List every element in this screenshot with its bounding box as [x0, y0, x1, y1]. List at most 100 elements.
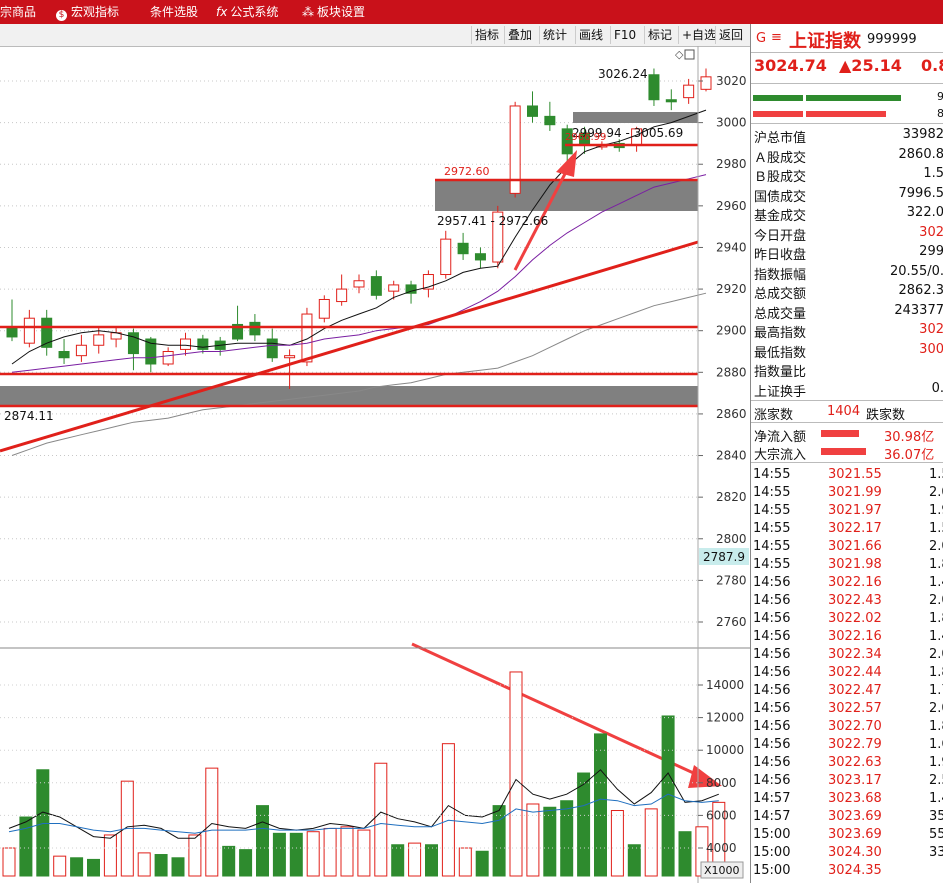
- tick-row: 15:00 3023.69 555: [751, 826, 943, 844]
- up-count-value: 1404: [827, 404, 861, 419]
- divider: [751, 52, 943, 53]
- volume-bar: [526, 803, 540, 877]
- candle: [492, 205, 504, 269]
- tick-price: 3022.16: [828, 629, 882, 644]
- toolbar-draw[interactable]: 画线: [575, 26, 606, 44]
- ma-mid-line: [11, 174, 707, 373]
- tick-price: 3021.99: [828, 485, 882, 500]
- menu-formula[interactable]: fx 公式系统: [216, 0, 278, 24]
- stat-label: 昨日收盘: [754, 248, 807, 263]
- volume-bar: [256, 805, 269, 877]
- toolbar-mark[interactable]: 标记: [644, 26, 675, 44]
- candle-body: [75, 344, 87, 357]
- tick-volume: 1.7: [929, 683, 943, 698]
- candle: [232, 305, 244, 342]
- stat-row: 指数振幅 20.55/0.: [751, 264, 943, 283]
- volume-bar: [171, 857, 185, 877]
- toolbar-back[interactable]: 返回: [715, 26, 746, 44]
- label-low: 2874.11: [4, 409, 54, 423]
- divider: [751, 123, 943, 124]
- toolbar-indicator[interactable]: 指标: [471, 26, 502, 44]
- tick-price: 3022.79: [828, 737, 882, 752]
- tick-price: 3022.16: [828, 575, 882, 590]
- block-inflow-value: 36.07亿: [884, 448, 935, 463]
- tick-time: 14:57: [753, 809, 791, 824]
- volume-bar: [19, 816, 33, 877]
- tick-price: 3021.97: [828, 503, 882, 518]
- price-tick-label: 2940: [716, 240, 747, 254]
- candle: [58, 339, 70, 364]
- volume-bar: [644, 808, 658, 877]
- tick-time: 14:56: [753, 719, 791, 734]
- volume-bar: [408, 842, 422, 877]
- volume-bar: [36, 769, 50, 877]
- candle-body: [162, 351, 174, 365]
- stat-label: Ａ股成交: [754, 150, 807, 166]
- tick-row: 14:56 3022.70 1.8: [751, 718, 943, 736]
- stat-label: Ｂ股成交: [754, 170, 807, 185]
- quote-header: G ≡ 上证指数 999999: [751, 24, 943, 54]
- price-axis: 2760 2780 2800 2820 2840 2860 2880 2900 2920 2940…: [698, 74, 747, 629]
- arrow-head: [688, 765, 722, 788]
- price-tick-label: 2780: [716, 573, 747, 587]
- stat-row: 最低指数 300: [751, 341, 943, 361]
- menu-commodities[interactable]: 宗商品: [0, 0, 36, 24]
- net-inflow-bar: [821, 430, 859, 437]
- tick-time: 14:55: [753, 521, 791, 536]
- stat-row: 国债成交 7996.5: [751, 186, 943, 205]
- toolbar-stats[interactable]: 统计: [539, 26, 570, 44]
- tick-volume: 1.4: [929, 575, 943, 590]
- tick-volume: 1.8: [929, 665, 943, 680]
- candle-body: [683, 84, 695, 99]
- menu-macro[interactable]: $ 宏观指标: [56, 0, 119, 24]
- tick-price: 3022.44: [828, 665, 882, 680]
- tick-price: 3021.55: [828, 467, 882, 482]
- quote-menu-icon[interactable]: ≡: [771, 30, 782, 45]
- tick-row: 14:56 3022.02 1.8: [751, 610, 943, 628]
- tick-volume: 1.8: [929, 611, 943, 626]
- stat-label: 沪总市值: [754, 131, 807, 146]
- tick-price: 3024.30: [828, 845, 882, 860]
- stat-value: 300: [919, 341, 943, 357]
- window-icon[interactable]: [684, 49, 695, 60]
- label-high: 3026.24: [598, 67, 648, 81]
- stat-value: 0.: [931, 380, 943, 396]
- bar-red-b: [806, 111, 886, 117]
- quote-panel: G ≡ 上证指数 999999 3024.74 ▲25.14 0.8 9 8 沪…: [750, 24, 943, 883]
- tick-volume: 1.4: [929, 629, 943, 644]
- kline-chart[interactable]: 3026.24 2999.94 - 3005.69 2966.99 2972.6…: [0, 0, 750, 883]
- menu-stock-screener[interactable]: 条件选股: [150, 0, 198, 24]
- divider: [751, 83, 943, 84]
- tick-volume: 1.8: [929, 719, 943, 734]
- volume-bar: [492, 805, 506, 877]
- price-tick-label: 3020: [716, 74, 747, 88]
- diamond-icon[interactable]: ◇: [675, 48, 684, 61]
- stat-row: 总成交额 2862.3: [751, 283, 943, 302]
- chart-grid: [0, 80, 698, 623]
- tick-row: 14:56 3022.79 1.6: [751, 736, 943, 754]
- candle: [197, 334, 209, 354]
- volume-bar: [103, 834, 117, 877]
- tick-volume: 1.9: [929, 755, 943, 770]
- toolbar-add-watchlist[interactable]: +自选: [678, 26, 719, 44]
- candle-body: [58, 351, 70, 359]
- tick-row: 14:55 3022.17 1.5: [751, 520, 943, 538]
- candle-body: [474, 253, 486, 261]
- toolbar-f10[interactable]: F10: [610, 26, 639, 44]
- volume-bar: [137, 852, 151, 877]
- tick-row: 14:56 3022.63 1.9: [751, 754, 943, 772]
- vol-tick-label: 14000: [706, 678, 744, 692]
- menu-sector[interactable]: ⁂ 板块设置: [302, 0, 365, 24]
- candle: [700, 68, 712, 92]
- candle-body: [700, 76, 712, 90]
- menu-stock-screener-label: 条件选股: [150, 5, 199, 19]
- stat-value: 299: [919, 244, 943, 259]
- tick-row: 14:56 3022.43 2.0: [751, 592, 943, 610]
- tick-price: 3021.98: [828, 557, 882, 572]
- volume-bar: [154, 854, 168, 877]
- toolbar-overlay[interactable]: 叠加: [504, 26, 535, 44]
- moving-averages: [11, 109, 707, 456]
- tick-volume: 1.9: [929, 503, 943, 518]
- tick-time: 15:00: [753, 845, 791, 860]
- candle-body: [440, 238, 452, 276]
